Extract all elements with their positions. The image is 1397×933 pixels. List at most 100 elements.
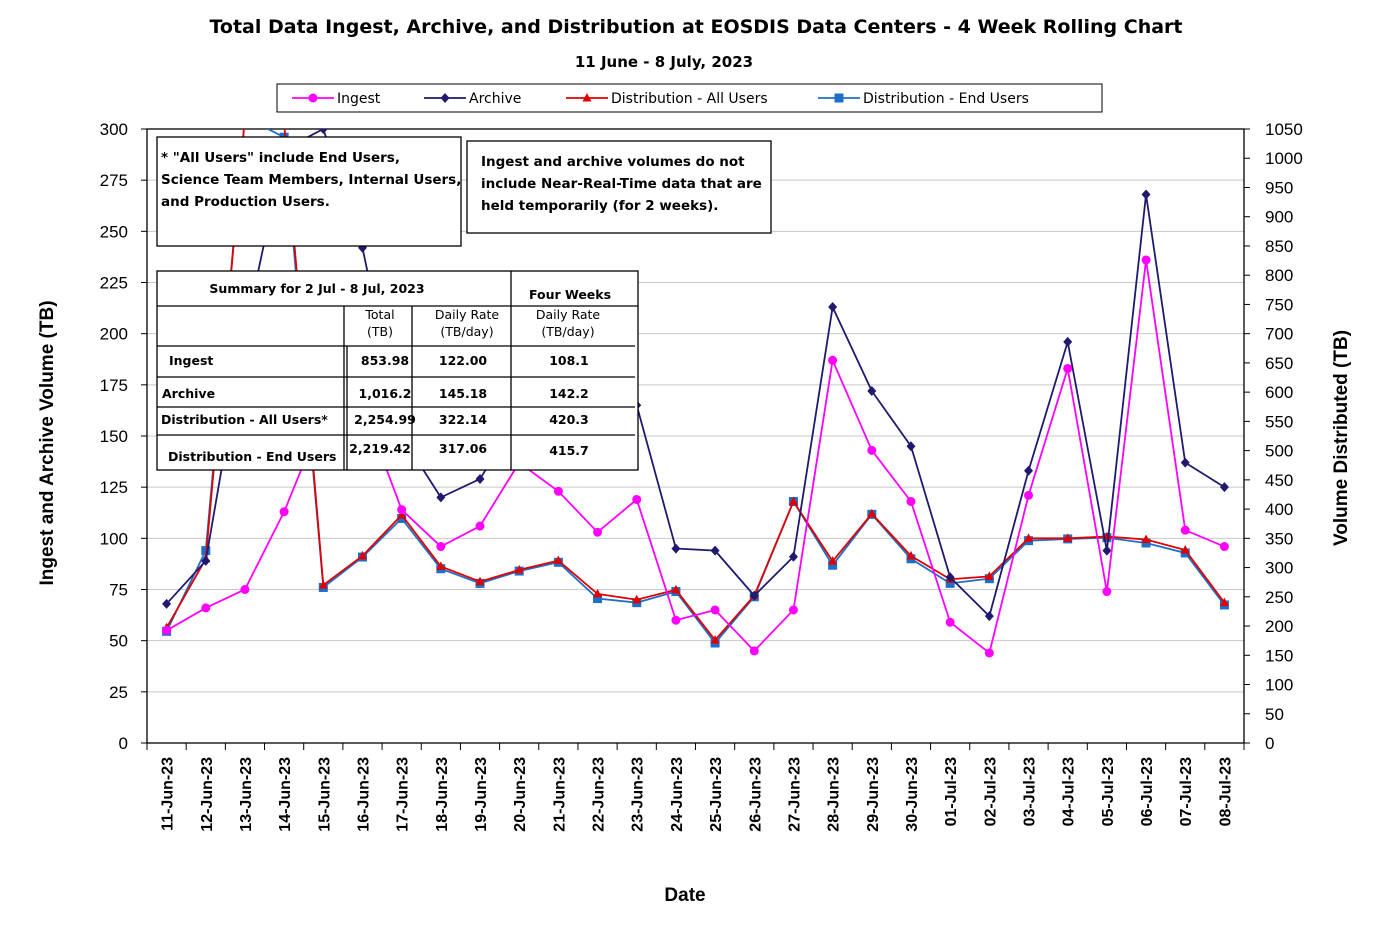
y2-tick-label: 950 xyxy=(1265,178,1293,197)
summary-row-rate: 317.06 xyxy=(439,441,488,456)
chart-title: Total Data Ingest, Archive, and Distribu… xyxy=(209,16,1182,38)
axes: 0 25 50 75 100 125 150 175 200 225 250 275 300 0 50 100… xyxy=(100,120,1303,832)
data-point xyxy=(593,594,603,604)
y-tick-label: 100 xyxy=(100,529,128,548)
summary-row-label: Ingest xyxy=(169,353,213,368)
data-point xyxy=(906,441,916,452)
x-tick-label: 03-Jul-23 xyxy=(1022,757,1039,826)
summary-col-header: (TB/day) xyxy=(541,324,594,339)
summary-col-header: Daily Rate xyxy=(435,307,500,322)
data-point xyxy=(632,594,642,604)
data-point xyxy=(1180,457,1190,468)
data-point xyxy=(1141,534,1151,544)
summary-row-rate: 322.14 xyxy=(439,412,488,427)
data-point xyxy=(828,560,838,570)
note-users-line: and Production Users. xyxy=(161,194,330,210)
data-point xyxy=(318,129,328,134)
y-axis-title: Ingest and Archive Volume (TB) xyxy=(37,300,58,585)
x-tick-label: 15-Jun-23 xyxy=(316,757,333,832)
summary-row-total: 2,254.99 xyxy=(354,412,416,427)
data-point xyxy=(906,496,916,506)
data-point xyxy=(440,93,450,103)
legend-label: Distribution - All Users xyxy=(611,91,768,107)
data-point xyxy=(475,473,485,484)
data-point xyxy=(945,572,955,583)
summary-col-header: (TB/day) xyxy=(440,324,493,339)
x-tick-label: 11-Jun-23 xyxy=(160,757,177,831)
y-tick-label: 300 xyxy=(100,120,128,139)
data-point xyxy=(867,445,877,455)
summary-row-rate4: 415.7 xyxy=(549,443,589,458)
data-point xyxy=(984,571,994,580)
data-point xyxy=(1219,482,1229,493)
x-tick-label: 18-Jun-23 xyxy=(434,757,451,832)
summary-col-header: Total xyxy=(364,307,394,322)
y2-tick-label: 300 xyxy=(1265,559,1293,578)
data-point xyxy=(1219,597,1229,607)
legend: Ingest Archive Distribution - All Users Dis… xyxy=(276,83,1103,113)
data-point xyxy=(553,486,563,496)
data-point xyxy=(475,576,485,586)
data-point xyxy=(867,385,877,396)
summary-row-total: 1,016.2 xyxy=(359,386,412,401)
x-tick-label: 07-Jul-23 xyxy=(1178,757,1195,826)
x-tick-label: 26-Jun-23 xyxy=(747,757,764,832)
note-users-box xyxy=(156,136,462,247)
summary-row-label: Distribution - End Users xyxy=(168,449,336,464)
data-point xyxy=(318,580,328,589)
legend-label: Ingest xyxy=(337,91,381,107)
note-nrt-line: held temporarily (for 2 weeks). xyxy=(481,198,718,214)
y2-tick-label: 150 xyxy=(1265,646,1293,665)
data-point xyxy=(1141,189,1151,200)
data-point xyxy=(984,611,994,622)
data-point xyxy=(436,542,446,552)
data-point xyxy=(671,584,681,594)
data-point xyxy=(397,509,407,519)
data-point xyxy=(906,550,916,560)
y2-tick-label: 500 xyxy=(1265,442,1293,461)
data-point xyxy=(397,513,407,523)
note-nrt-line: Ingest and archive volumes do not xyxy=(481,154,745,170)
data-point xyxy=(162,625,172,635)
x-tick-label: 19-Jun-23 xyxy=(473,757,490,832)
data-point xyxy=(475,521,485,531)
y2-axis-title: Volume Distributed (TB) xyxy=(1331,330,1352,546)
x-tick-label: 04-Jul-23 xyxy=(1061,757,1078,826)
x-tick-label: 22-Jun-23 xyxy=(591,757,608,832)
y2-tick-label: 650 xyxy=(1265,354,1293,373)
data-point xyxy=(984,648,994,658)
data-point xyxy=(828,302,838,313)
x-tick-label: 06-Jul-23 xyxy=(1139,757,1156,826)
summary-col-header: Daily Rate xyxy=(536,307,601,322)
data-point xyxy=(945,578,955,588)
x-tick-label: 01-Jul-23 xyxy=(943,757,960,826)
data-point xyxy=(162,598,172,609)
data-point xyxy=(201,555,211,566)
data-point xyxy=(397,505,407,515)
x-tick-label: 23-Jun-23 xyxy=(630,757,647,832)
y-tick-label: 250 xyxy=(100,222,128,241)
summary-col-header: (TB) xyxy=(367,324,393,339)
data-point xyxy=(593,588,603,598)
note-nrt-box xyxy=(466,140,772,234)
y2-tick-label: 400 xyxy=(1265,500,1293,519)
summary-table-frame xyxy=(156,270,639,471)
series-line xyxy=(165,129,1226,645)
y2-tick-label: 450 xyxy=(1265,471,1293,490)
data-point xyxy=(1141,255,1151,265)
y2-tick-label: 250 xyxy=(1265,588,1293,607)
summary-row-rate4: 142.2 xyxy=(549,386,589,401)
y2-tick-label: 200 xyxy=(1265,617,1293,636)
data-point xyxy=(1102,545,1112,556)
y2-tick-label: 0 xyxy=(1265,734,1274,753)
x-tick-label: 27-Jun-23 xyxy=(786,757,803,832)
data-point xyxy=(1063,363,1073,373)
legend-label: Archive xyxy=(469,91,521,107)
summary-row-rate4: 108.1 xyxy=(549,353,589,368)
data-point xyxy=(1219,542,1229,552)
data-point xyxy=(1180,525,1190,535)
x-tick-label: 21-Jun-23 xyxy=(551,757,568,832)
y-tick-label: 75 xyxy=(109,581,128,600)
summary-four-weeks: Four Weeks xyxy=(529,287,611,302)
data-point xyxy=(357,550,367,560)
